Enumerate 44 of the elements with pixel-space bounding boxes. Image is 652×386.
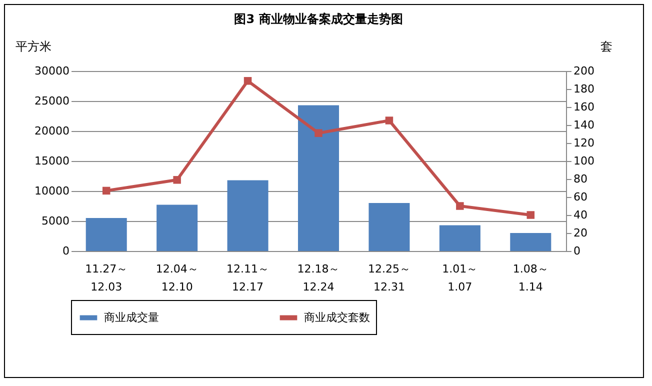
x-tick-label: 11.27～ 12.03	[85, 262, 128, 294]
bar	[227, 180, 268, 251]
y-tick-label: 0	[62, 244, 70, 258]
y2-tick-label: 80	[574, 172, 588, 186]
x-tick-label: 12.11～ 12.17	[226, 262, 270, 294]
y-tick-label: 15000	[34, 154, 70, 168]
y2-tick-label: 20	[574, 226, 588, 240]
y-tick-label: 25000	[34, 94, 70, 108]
y2-tick-label: 60	[574, 190, 588, 204]
x-tick-label: 12.04～ 12.10	[156, 262, 198, 294]
point	[526, 211, 535, 219]
bar	[86, 218, 127, 251]
bar	[510, 233, 552, 251]
x-tick-label: 12.18～ 12.24	[297, 262, 340, 294]
x-tick-label: 12.25～ 12.31	[368, 262, 410, 294]
y-tick-label: 20000	[34, 124, 70, 138]
bar	[298, 105, 340, 251]
y2-tick-label: 120	[574, 136, 594, 150]
y-tick-label: 10000	[34, 184, 70, 198]
y2-tick-label: 40	[574, 208, 588, 222]
point	[244, 77, 252, 85]
x-tick-label: 1.01～ 1.07	[442, 262, 478, 294]
point	[456, 202, 464, 210]
legend-label: 商业成交量	[104, 310, 159, 324]
y2-tick-label: 200	[574, 64, 594, 78]
y2-tick-label: 100	[574, 154, 594, 168]
point	[102, 186, 110, 195]
y-tick-label: 30000	[34, 64, 70, 78]
y2-tick-label: 180	[574, 82, 594, 96]
point	[173, 176, 181, 184]
y2-tick-label: 140	[574, 118, 594, 132]
y2-tick-label: 160	[574, 100, 594, 114]
bar	[368, 203, 410, 251]
chart-title: 图3 商业物业备案成交量走势图	[234, 12, 403, 26]
bar	[439, 225, 480, 251]
bar	[156, 204, 198, 251]
point	[314, 129, 322, 137]
point	[385, 116, 394, 124]
x-tick-label: 1.08～ 1.14	[512, 262, 548, 294]
y2-tick-label: 0	[574, 244, 580, 258]
y-axis-title: 平方米	[16, 40, 52, 54]
y-tick-label: 5000	[42, 214, 70, 228]
y2-axis-title: 套	[600, 40, 612, 54]
legend-label: 商业成交套数	[304, 310, 370, 324]
